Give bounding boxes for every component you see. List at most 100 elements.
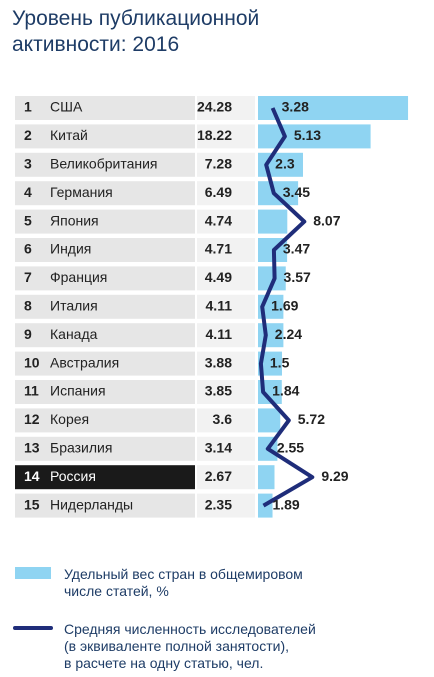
row-label-bg (15, 351, 195, 376)
line-value-label: 9.29 (321, 468, 348, 484)
rank: 6 (24, 241, 32, 257)
bar (258, 323, 284, 348)
rank: 1 (24, 99, 32, 115)
row-label-bg (15, 380, 195, 404)
bar (258, 465, 275, 490)
category-label: Канада (50, 326, 98, 342)
line-value-label: 2.55 (277, 440, 304, 456)
row-label-bg (15, 96, 195, 120)
row-value-bg (197, 465, 255, 490)
category-label: Австралия (50, 354, 119, 370)
rank: 10 (24, 354, 40, 370)
rank: 15 (24, 496, 40, 512)
line-value-label: 8.07 (313, 212, 340, 228)
value-label: 18.22 (197, 127, 232, 143)
row-label-bg (15, 465, 195, 490)
row-label-bg (15, 436, 195, 461)
row-value-bg (197, 181, 255, 206)
line-value-label: 1.5 (270, 354, 290, 370)
value-label: 4.49 (205, 269, 232, 285)
rank: 7 (24, 269, 32, 285)
category-label: Корея (50, 411, 89, 427)
row-value-bg (197, 436, 255, 461)
bar (258, 124, 371, 149)
bar (258, 351, 282, 376)
rank: 2 (24, 127, 32, 143)
row-label-bg (15, 266, 195, 291)
row-label-bg (15, 152, 195, 177)
line (258, 107, 315, 508)
rank: 4 (24, 184, 32, 200)
line-value-label: 2.3 (275, 156, 295, 172)
rank: 14 (24, 468, 40, 484)
row-label-bg (15, 294, 195, 319)
bar (258, 96, 409, 120)
rank: 8 (24, 298, 32, 314)
category-label: США (50, 99, 83, 115)
line-value-label: 3.28 (282, 99, 309, 115)
category-label: Япония (50, 212, 99, 228)
rank: 12 (24, 411, 40, 427)
line-value-label: 5.72 (298, 411, 325, 427)
bar (258, 181, 299, 206)
row-label-bg (15, 323, 195, 348)
line-value-label: 3.47 (283, 241, 310, 257)
legend-swatch (15, 567, 51, 579)
category-label: Россия (50, 468, 96, 484)
row-value-bg (197, 124, 255, 149)
value-label: 2.67 (205, 468, 232, 484)
row-value-bg (197, 351, 255, 376)
row-value-bg (197, 266, 255, 291)
legend-text: Средняя численность исследователей (в эк… (64, 621, 316, 671)
rank: 9 (24, 326, 32, 342)
rank: 13 (24, 440, 40, 456)
row-value-bg (197, 294, 255, 319)
category-label: Испания (50, 383, 106, 399)
line-value-label: 2.24 (275, 326, 302, 342)
row-value-bg (197, 493, 255, 518)
row-label-bg (15, 181, 195, 206)
row-label-bg (15, 124, 195, 149)
row-value-bg (197, 152, 255, 177)
line-value-label: 1.89 (272, 496, 299, 512)
category-label: Франция (50, 269, 107, 285)
line-value-label: 1.84 (272, 383, 299, 399)
row-label-bg (15, 493, 195, 518)
category-label: Индия (50, 241, 91, 257)
row-value-bg (197, 323, 255, 348)
category-label: Германия (50, 184, 113, 200)
category-label: Бразилия (50, 440, 112, 456)
category-label: Китай (50, 127, 88, 143)
legend-text: Удельный вес стран в общемировом числе с… (64, 566, 303, 599)
value-label: 3.88 (205, 354, 232, 370)
chart-title: Уровень публикационной активности: 2016 (12, 7, 260, 56)
line-value-label: 1.69 (271, 298, 298, 314)
value-label: 4.74 (205, 212, 232, 228)
value-label: 3.85 (205, 383, 232, 399)
row-value-bg (197, 96, 255, 120)
bar (258, 408, 281, 433)
category-label: Италия (50, 298, 98, 314)
row-label-bg (15, 209, 195, 234)
row-value-bg (197, 209, 255, 234)
row-value-bg (197, 380, 255, 404)
value-label: 3.14 (205, 440, 232, 456)
value-label: 7.28 (205, 156, 232, 172)
row-value-bg (197, 238, 255, 262)
category-label: Нидерланды (50, 496, 133, 512)
line-value-label: 3.57 (284, 269, 311, 285)
value-label: 4.11 (206, 298, 233, 314)
bar (258, 209, 288, 234)
row-label-bg (15, 408, 195, 433)
value-label: 4.11 (206, 326, 233, 342)
rank: 11 (24, 383, 39, 399)
category-label: Великобритания (50, 156, 158, 172)
value-label: 4.71 (205, 241, 232, 257)
rank: 3 (24, 156, 32, 172)
row-label-bg (15, 238, 195, 262)
value-label: 6.49 (205, 184, 232, 200)
value-label: 2.35 (205, 496, 232, 512)
line-value-label: 5.13 (294, 127, 321, 143)
